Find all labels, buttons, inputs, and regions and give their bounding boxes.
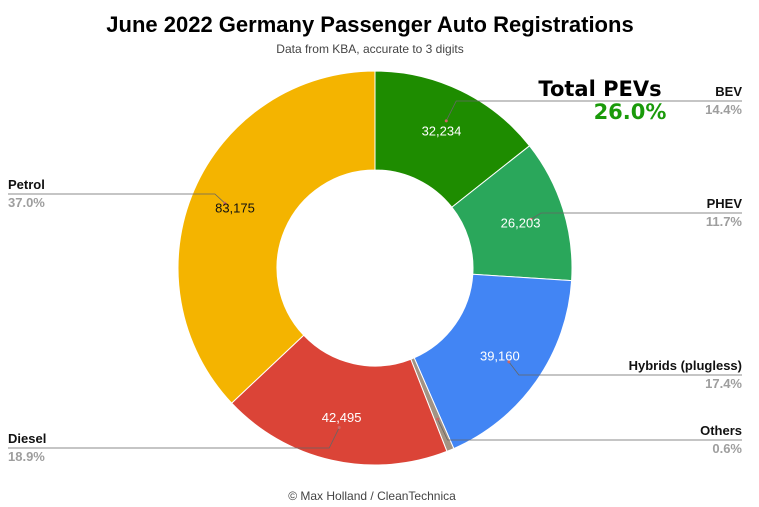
- leader-dot-bev: [444, 119, 448, 123]
- total-pevs-title: Total PEVs: [538, 77, 661, 101]
- percent-label-others: 0.6%: [712, 441, 742, 456]
- percent-label-bev: 14.4%: [705, 102, 742, 117]
- category-label-phev: PHEV: [707, 196, 743, 211]
- value-label-petrol: 83,175: [215, 201, 255, 216]
- leader-dot-phev: [529, 217, 533, 221]
- leader-dot-others: [436, 417, 440, 421]
- slice-diesel: [230, 334, 448, 466]
- slice-labels: 32,234 BEV 14.4% 26,203 PHEV 11.7% 39,160 Hybri…: [8, 84, 742, 464]
- leader-line-others: [437, 418, 742, 441]
- category-label-petrol: Petrol: [8, 177, 45, 192]
- value-label-bev: 32,234: [422, 124, 462, 139]
- category-label-bev: BEV: [715, 84, 742, 99]
- leader-line-bev: [445, 100, 742, 122]
- chart-subtitle: Data from KBA, accurate to 3 digits: [276, 42, 463, 56]
- slice-hybrids-plugless: [413, 273, 573, 450]
- leader-dot-hybrids-plugless: [507, 360, 511, 364]
- footer-credit: © Max Holland / CleanTechnica: [288, 489, 456, 503]
- value-label-phev: 26,203: [501, 216, 541, 231]
- slice-petrol: [177, 70, 376, 404]
- slice-bev: [374, 70, 531, 208]
- value-label-hybrids-plugless: 39,160: [480, 349, 520, 364]
- pie-slices: [177, 70, 573, 466]
- percent-label-hybrids-plugless: 17.4%: [705, 376, 742, 391]
- leader-dot-petrol: [223, 201, 227, 205]
- category-label-diesel: Diesel: [8, 431, 46, 446]
- leader-lines: [8, 100, 742, 449]
- percent-label-diesel: 18.9%: [8, 449, 45, 464]
- leader-dot-diesel: [337, 426, 341, 430]
- percent-label-petrol: 37.0%: [8, 195, 45, 210]
- category-label-hybrids-plugless: Hybrids (plugless): [629, 358, 742, 373]
- leader-line-phev: [530, 212, 742, 220]
- leader-line-petrol: [8, 193, 226, 204]
- leader-line-hybrids-plugless: [508, 361, 742, 376]
- chart-title: June 2022 Germany Passenger Auto Registr…: [106, 12, 633, 37]
- total-pevs-value: 26.0%: [594, 100, 667, 124]
- value-label-diesel: 42,495: [322, 410, 362, 425]
- leader-line-diesel: [8, 427, 340, 449]
- category-label-others: Others: [700, 423, 742, 438]
- percent-label-phev: 11.7%: [706, 214, 743, 229]
